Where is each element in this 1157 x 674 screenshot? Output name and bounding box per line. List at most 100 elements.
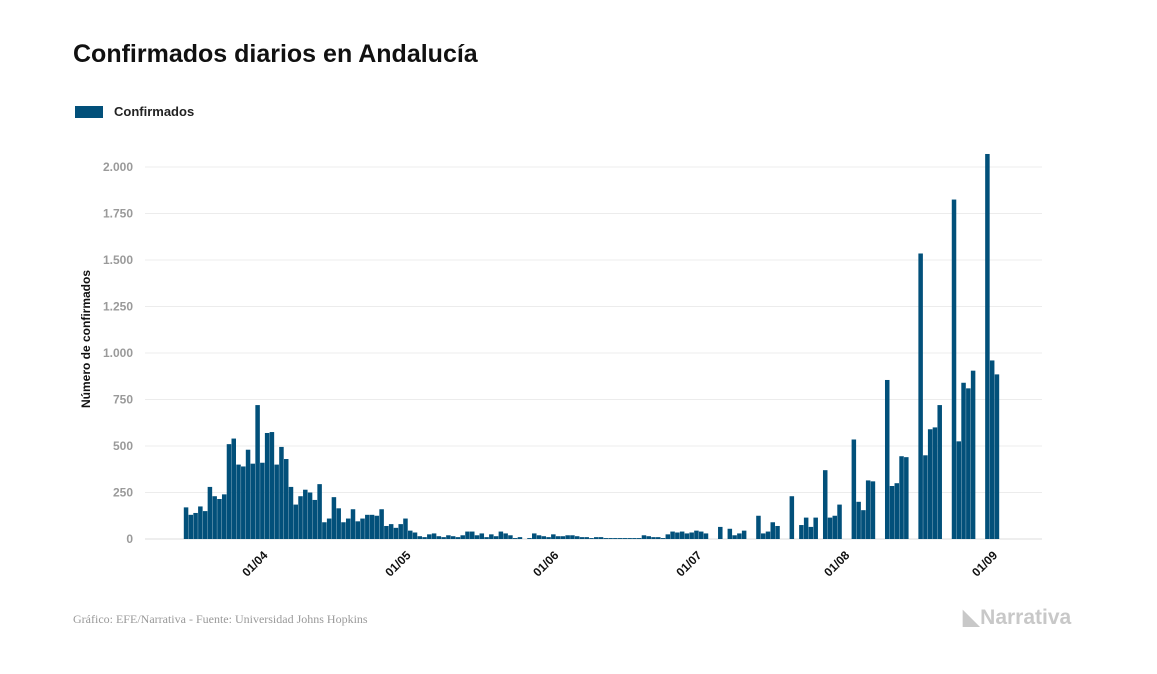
bar — [283, 459, 289, 539]
chart-title: Confirmados diarios en Andalucía — [73, 40, 478, 68]
bar — [589, 538, 594, 539]
bar — [365, 514, 370, 539]
y-tick-label: 2.000 — [103, 160, 133, 174]
bar — [627, 538, 632, 539]
bar — [474, 535, 480, 539]
bar — [436, 536, 442, 539]
bar — [598, 537, 604, 539]
bar — [183, 507, 189, 539]
bar — [856, 501, 861, 539]
x-tick-label: 01/05 — [382, 548, 413, 579]
bar — [851, 439, 857, 539]
y-tick-label: 500 — [113, 439, 133, 453]
bar — [970, 370, 976, 539]
bar — [264, 432, 270, 539]
x-tick-label: 01/09 — [969, 548, 1000, 579]
bar — [584, 537, 589, 539]
bar — [279, 446, 284, 539]
bar — [202, 511, 208, 539]
logo-mark-icon: ◣ — [963, 606, 980, 629]
bar — [384, 525, 389, 539]
source-note: Gráfico: EFE/Narrativa - Fuente: Univers… — [73, 612, 368, 626]
bar — [374, 515, 380, 539]
bar — [345, 518, 351, 539]
bar — [884, 379, 890, 539]
bar — [260, 462, 265, 539]
bar — [298, 496, 303, 539]
bar — [799, 525, 804, 539]
y-tick-label: 1.500 — [103, 253, 133, 267]
bar — [503, 533, 508, 539]
bar — [388, 524, 394, 539]
bar — [937, 405, 942, 539]
bar — [322, 522, 327, 539]
bar — [393, 527, 399, 539]
bar — [250, 463, 256, 539]
bar — [870, 481, 876, 539]
bar — [684, 533, 690, 539]
bar — [923, 455, 928, 539]
bar — [493, 536, 499, 539]
bar — [689, 532, 694, 539]
bar — [932, 427, 938, 539]
bar — [765, 531, 771, 539]
bar — [813, 517, 818, 539]
bar — [446, 535, 451, 539]
bar — [613, 538, 618, 539]
bar — [737, 533, 742, 539]
bar — [961, 382, 966, 539]
bar — [622, 538, 628, 539]
bar — [188, 514, 194, 539]
legend: Confirmados — [75, 104, 194, 119]
bar — [288, 486, 294, 539]
bar — [498, 531, 504, 539]
bar — [918, 253, 923, 540]
bar — [450, 536, 456, 539]
y-tick-label: 1.000 — [103, 346, 133, 360]
bar — [536, 535, 542, 539]
bar — [226, 444, 232, 539]
bar — [231, 438, 236, 539]
bar — [617, 538, 623, 539]
bar — [899, 456, 904, 539]
bar — [360, 518, 365, 539]
bar — [336, 508, 341, 539]
bar — [479, 533, 485, 539]
bar — [255, 405, 260, 539]
bar — [760, 533, 766, 539]
bar — [465, 531, 470, 539]
bar — [894, 483, 900, 539]
bar — [369, 514, 375, 539]
narrativa-logo: ◣ Narrativa — [963, 605, 1071, 630]
bar — [407, 530, 413, 539]
bar — [412, 532, 418, 539]
bar — [269, 432, 275, 539]
bar — [484, 537, 489, 539]
x-tick-label: 01/08 — [821, 548, 852, 579]
y-tick-label: 1.750 — [103, 207, 133, 221]
y-tick-label: 0 — [126, 532, 133, 546]
bar — [355, 521, 361, 539]
bar — [341, 522, 346, 539]
x-tick-label: 01/07 — [673, 548, 704, 579]
bar — [293, 504, 299, 539]
bar — [827, 517, 833, 539]
bar — [579, 537, 585, 539]
bar — [670, 531, 675, 539]
bar — [241, 466, 246, 539]
bar — [555, 536, 561, 539]
bar — [398, 524, 403, 539]
y-tick-label: 250 — [113, 486, 133, 500]
bar — [698, 531, 704, 539]
bar — [574, 536, 580, 539]
bar — [904, 457, 909, 539]
x-tick-label: 01/06 — [530, 548, 561, 579]
bar — [312, 499, 318, 539]
bar — [927, 429, 933, 539]
bar — [727, 528, 733, 539]
legend-swatch — [75, 105, 103, 118]
x-tick-label: 01/04 — [239, 548, 270, 579]
bar — [489, 534, 494, 539]
bar — [350, 509, 356, 539]
bar — [517, 537, 523, 539]
